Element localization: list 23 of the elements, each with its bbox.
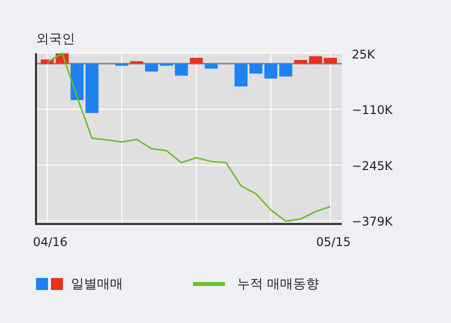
y-tick-label: 25K xyxy=(352,47,376,62)
x-tick-label: 05/15 xyxy=(316,235,351,249)
bar xyxy=(70,64,84,100)
bar xyxy=(294,60,308,64)
bar xyxy=(85,64,98,113)
bar xyxy=(324,58,337,64)
bar xyxy=(145,64,158,72)
legend-label: 누적 매매동향 xyxy=(237,277,320,292)
bar xyxy=(234,64,248,86)
bar xyxy=(130,61,144,64)
y-tick-label: −379K xyxy=(352,214,394,229)
legend-label: 일별매매 xyxy=(71,277,123,292)
bar xyxy=(204,64,218,69)
bar xyxy=(174,64,188,76)
bar xyxy=(279,64,292,76)
bar xyxy=(249,64,262,74)
y-tick-label: −110K xyxy=(352,103,394,118)
bar xyxy=(309,56,322,64)
bar xyxy=(190,58,203,64)
x-tick-label: 04/16 xyxy=(32,235,68,249)
y-tick-label: −245K xyxy=(352,159,394,174)
chart-title: 외국인 xyxy=(36,32,75,47)
bar xyxy=(264,64,278,79)
